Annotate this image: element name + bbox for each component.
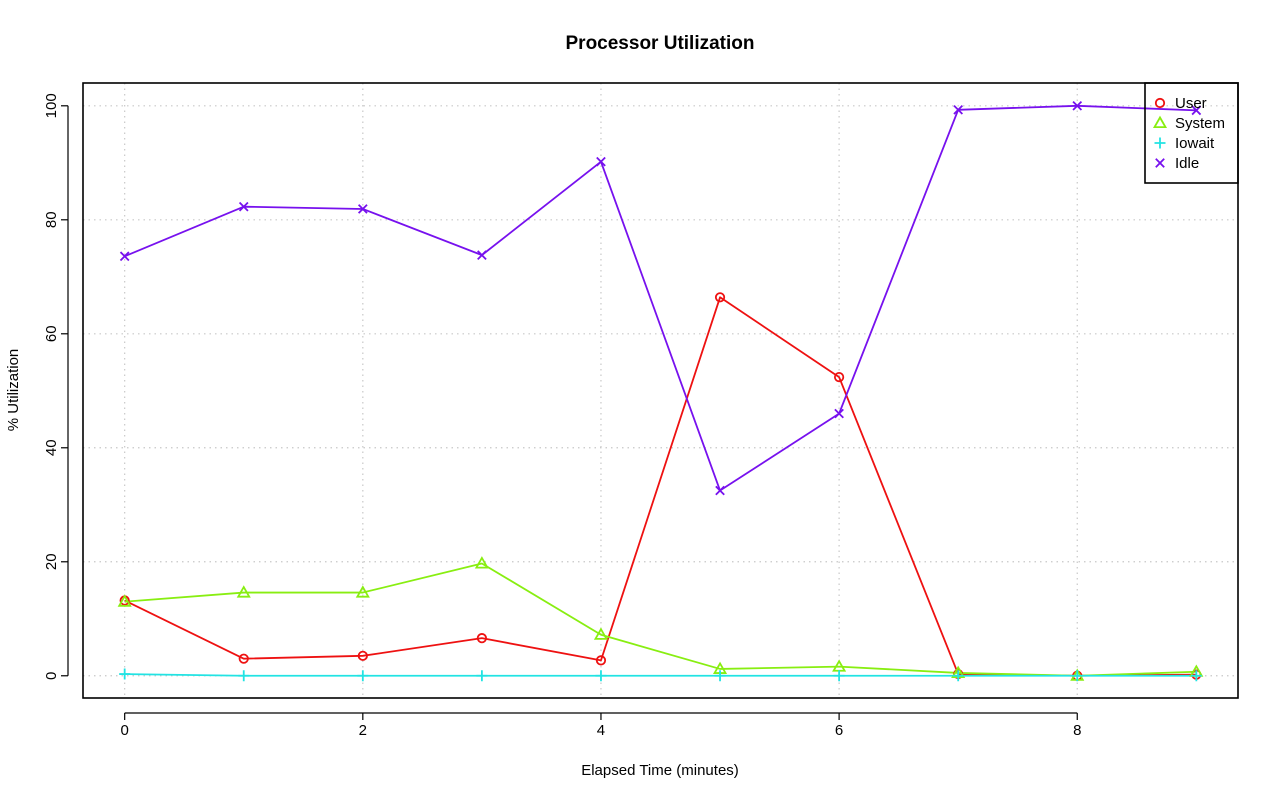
grid-lines [83, 83, 1238, 698]
data-point-system [355, 585, 370, 598]
data-point-iowait [119, 668, 131, 680]
x-tick-label: 0 [121, 722, 129, 739]
data-point-idle [1072, 100, 1083, 111]
data-point-iowait [833, 670, 845, 682]
data-point-idle [238, 201, 249, 212]
data-point-iowait [714, 670, 726, 682]
y-tick-label: 0 [43, 672, 60, 680]
series-lines [124, 104, 1197, 677]
legend-marker-idle [1155, 158, 1165, 168]
y-tick-label: 60 [43, 325, 60, 342]
data-point-user [476, 633, 487, 644]
data-point-iowait [1190, 670, 1202, 682]
y-tick-label: 20 [43, 553, 60, 570]
data-point-user [714, 292, 726, 303]
series-line-iowait [124, 673, 1197, 677]
data-point-system [236, 585, 251, 598]
legend-items: User System Iowait Idle [1152, 95, 1225, 172]
data-point-idle [715, 485, 725, 496]
data-point-idle [834, 408, 844, 419]
data-point-idle [953, 104, 964, 115]
legend-label-user: User [1175, 95, 1207, 112]
data-point-user [595, 655, 607, 666]
data-point-system [117, 594, 132, 607]
data-point-iowait [476, 670, 488, 682]
data-point-idle [119, 251, 130, 262]
chart-title: Processor Utilization [566, 33, 755, 54]
series-line-idle [124, 104, 1197, 492]
x-tick-label: 6 [835, 722, 843, 739]
data-point-idle [596, 156, 606, 167]
x-axis-title: Elapsed Time (minutes) [581, 762, 739, 779]
legend-marker-iowait [1154, 137, 1166, 149]
data-point-iowait [238, 670, 250, 682]
data-point-user [357, 650, 368, 661]
data-point-system [474, 556, 489, 569]
data-point-idle [357, 204, 368, 214]
plot-area-border [82, 82, 1239, 699]
y-axis-title: % Utilization [5, 349, 22, 432]
legend-label-idle: Idle [1175, 155, 1199, 172]
y-tick-label: 80 [43, 211, 60, 228]
data-points [117, 100, 1204, 682]
data-point-iowait [357, 670, 369, 682]
data-point-system [593, 627, 609, 640]
data-point-user [834, 372, 845, 383]
x-tick-label: 8 [1073, 722, 1081, 739]
data-point-user [238, 653, 249, 664]
x-tick-label: 2 [359, 722, 367, 739]
legend: User System Iowait Idle [1144, 82, 1239, 184]
legend-marker-system [1152, 115, 1168, 129]
series-line-system [124, 562, 1197, 677]
legend-box [1144, 82, 1239, 184]
series-line-user [124, 296, 1197, 677]
data-point-iowait [952, 670, 964, 682]
legend-marker-user [1154, 97, 1166, 109]
legend-label-iowait: Iowait [1175, 135, 1215, 152]
data-point-idle [1191, 105, 1202, 116]
data-point-iowait [595, 670, 607, 682]
y-tick-label: 40 [43, 439, 60, 456]
data-point-iowait [1071, 670, 1083, 682]
data-point-idle [477, 250, 487, 260]
legend-label-system: System [1175, 115, 1225, 132]
x-tick-label: 4 [597, 722, 605, 739]
y-tick-label: 100 [43, 93, 60, 118]
